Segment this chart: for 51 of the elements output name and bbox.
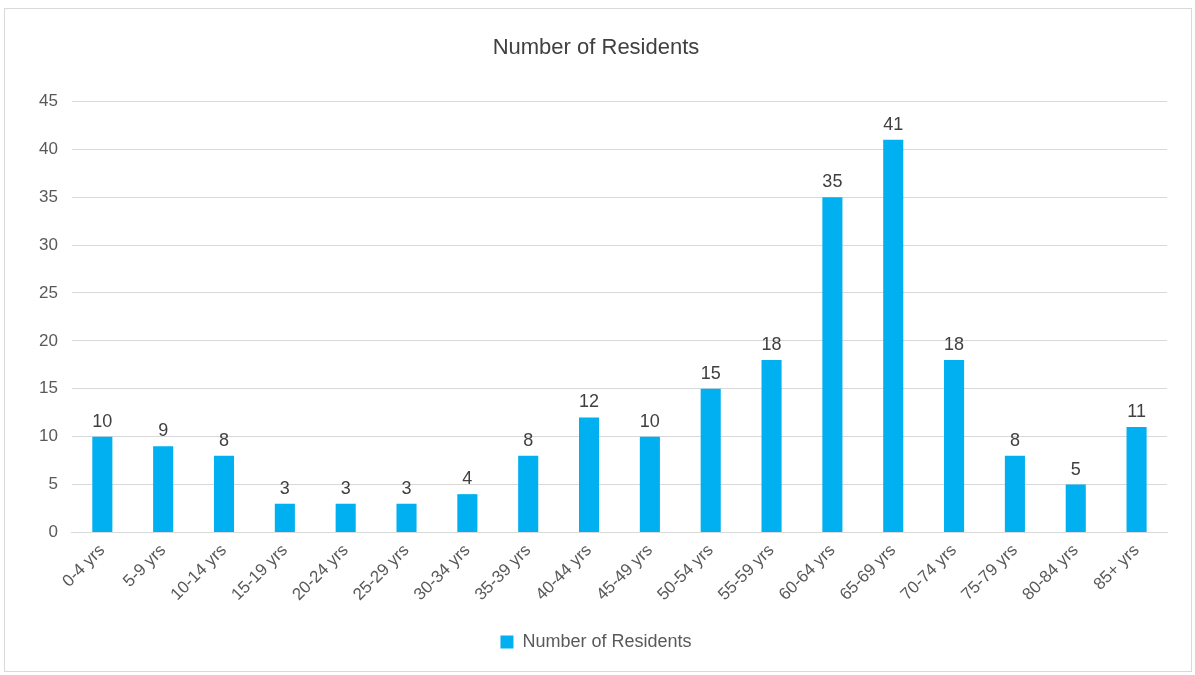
data-label: 3 — [279, 477, 290, 498]
data-label: 3 — [340, 477, 351, 498]
y-tick-label: 40 — [38, 138, 58, 158]
y-tick-label: 15 — [38, 378, 58, 398]
x-tick-label: 5-9 yrs — [119, 540, 170, 591]
bar — [518, 455, 539, 532]
bar — [639, 436, 660, 532]
y-tick-label: 10 — [38, 426, 58, 446]
y-tick-label: 5 — [48, 474, 58, 494]
bar — [700, 388, 721, 532]
bar — [153, 446, 174, 532]
y-tick-label: 25 — [38, 282, 58, 302]
bar — [761, 360, 782, 532]
bar — [944, 360, 965, 532]
data-label: 18 — [761, 334, 782, 355]
y-tick-label: 35 — [38, 186, 58, 206]
data-label: 35 — [822, 171, 843, 192]
data-label: 41 — [883, 113, 904, 134]
data-label: 3 — [401, 477, 412, 498]
bar — [579, 417, 600, 532]
bar — [1065, 484, 1086, 532]
data-label: 18 — [944, 334, 965, 355]
bar — [883, 139, 904, 532]
data-label: 8 — [523, 429, 534, 450]
bar — [335, 503, 356, 532]
bar — [457, 494, 478, 532]
data-label: 8 — [1009, 429, 1020, 450]
y-tick-label: 20 — [38, 330, 58, 350]
data-label: 9 — [158, 420, 169, 441]
data-label: 8 — [219, 429, 230, 450]
bar — [1004, 455, 1025, 532]
x-tick-label: 85+ yrs — [1089, 540, 1143, 594]
x-tick-label: 0-4 yrs — [58, 540, 109, 591]
data-label: 10 — [639, 410, 660, 431]
data-label: 4 — [462, 468, 473, 489]
data-label: 11 — [1127, 401, 1146, 422]
data-label: 10 — [92, 410, 113, 431]
bar — [213, 455, 235, 532]
y-tick-label: 45 — [38, 91, 58, 111]
bar — [822, 197, 843, 532]
bar — [92, 436, 113, 532]
y-tick-label: 30 — [38, 234, 58, 254]
chart-title: Number of Residents — [492, 34, 700, 60]
bar — [1126, 427, 1147, 532]
bar — [396, 503, 417, 532]
data-label: 15 — [700, 362, 721, 383]
y-tick-label: 0 — [48, 522, 58, 542]
data-label: 12 — [579, 391, 600, 412]
data-label: 5 — [1070, 458, 1081, 479]
bar — [274, 503, 295, 532]
legend-label: Number of Residents — [522, 630, 692, 651]
